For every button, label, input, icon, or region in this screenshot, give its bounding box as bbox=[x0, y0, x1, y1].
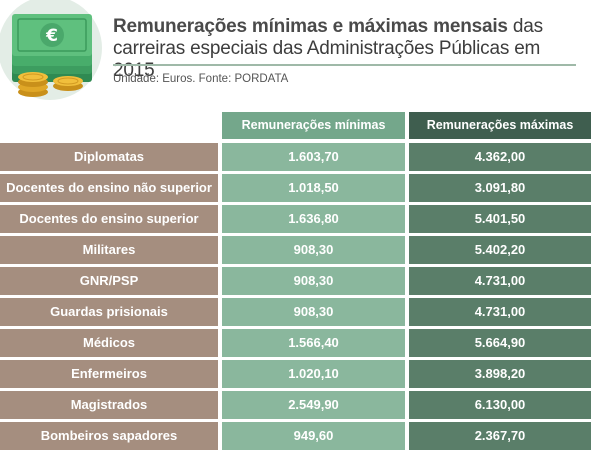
euro-symbol: € bbox=[45, 26, 58, 46]
row-label: Enfermeiros bbox=[0, 360, 218, 388]
page-title: Remunerações mínimas e máximas mensais d… bbox=[113, 16, 583, 82]
table-row: Docentes do ensino superior 1.636,80 5.4… bbox=[0, 205, 592, 233]
cell-max: 2.367,70 bbox=[409, 422, 591, 450]
cell-max: 5.402,20 bbox=[409, 236, 591, 264]
row-label: Guardas prisionais bbox=[0, 298, 218, 326]
row-label: Médicos bbox=[0, 329, 218, 357]
cell-max: 5.401,50 bbox=[409, 205, 591, 233]
cell-max: 4.362,00 bbox=[409, 143, 591, 171]
column-header-min: Remunerações mínimas bbox=[222, 112, 405, 139]
cell-min: 1.018,50 bbox=[222, 174, 405, 202]
cell-max: 5.664,90 bbox=[409, 329, 591, 357]
row-label: Bombeiros sapadores bbox=[0, 422, 218, 450]
table-row: Diplomatas 1.603,70 4.362,00 bbox=[0, 143, 592, 171]
cell-min: 1.566,40 bbox=[222, 329, 405, 357]
table-row: Bombeiros sapadores 949,60 2.367,70 bbox=[0, 422, 592, 450]
cell-max: 3.898,20 bbox=[409, 360, 591, 388]
cell-min: 1.603,70 bbox=[222, 143, 405, 171]
money-coins-icon: € bbox=[0, 0, 105, 105]
row-label: Militares bbox=[0, 236, 218, 264]
title-bold: Remunerações mínimas e máximas mensais bbox=[113, 16, 508, 37]
cell-min: 2.549,90 bbox=[222, 391, 405, 419]
cell-max: 4.731,00 bbox=[409, 267, 591, 295]
header: € Remunerações mínimas e máximas mensais… bbox=[0, 0, 592, 110]
row-label: GNR/PSP bbox=[0, 267, 218, 295]
column-header-max: Remunerações máximas bbox=[409, 112, 591, 139]
row-label: Docentes do ensino superior bbox=[0, 205, 218, 233]
cell-max: 3.091,80 bbox=[409, 174, 591, 202]
cell-min: 908,30 bbox=[222, 236, 405, 264]
table-row: Enfermeiros 1.020,10 3.898,20 bbox=[0, 360, 592, 388]
cell-min: 1.020,10 bbox=[222, 360, 405, 388]
table-row: Médicos 1.566,40 5.664,90 bbox=[0, 329, 592, 357]
cell-max: 4.731,00 bbox=[409, 298, 591, 326]
title-divider bbox=[113, 64, 576, 66]
cell-max: 6.130,00 bbox=[409, 391, 591, 419]
cell-min: 908,30 bbox=[222, 298, 405, 326]
table-row: Militares 908,30 5.402,20 bbox=[0, 236, 592, 264]
cell-min: 949,60 bbox=[222, 422, 405, 450]
table-row: Docentes do ensino não superior 1.018,50… bbox=[0, 174, 592, 202]
row-label: Diplomatas bbox=[0, 143, 218, 171]
cell-min: 908,30 bbox=[222, 267, 405, 295]
row-label: Magistrados bbox=[0, 391, 218, 419]
table-row: Magistrados 2.549,90 6.130,00 bbox=[0, 391, 592, 419]
row-label: Docentes do ensino não superior bbox=[0, 174, 218, 202]
source-note: Unidade: Euros. Fonte: PORDATA bbox=[113, 73, 289, 85]
table-row: Guardas prisionais 908,30 4.731,00 bbox=[0, 298, 592, 326]
table-row: GNR/PSP 908,30 4.731,00 bbox=[0, 267, 592, 295]
cell-min: 1.636,80 bbox=[222, 205, 405, 233]
